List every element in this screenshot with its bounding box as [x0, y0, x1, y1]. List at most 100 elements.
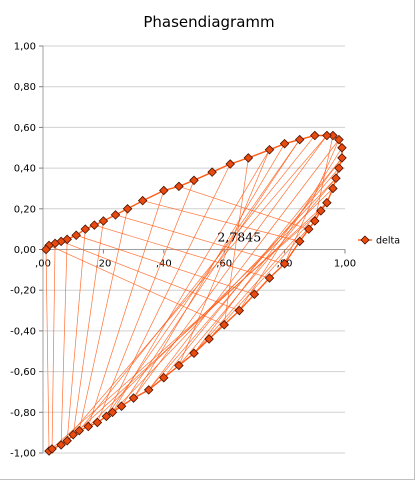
data-point: [116, 401, 127, 411]
data-point: [264, 273, 275, 283]
connector-line: [48, 245, 225, 326]
connector-line: [66, 229, 86, 441]
data-point: [303, 224, 314, 234]
data-point: [101, 411, 112, 422]
data-point: [128, 393, 139, 403]
connector-line: [78, 208, 128, 431]
connector-line: [51, 243, 56, 449]
connector-line: [314, 135, 334, 222]
data-point: [334, 134, 344, 145]
connector-line: [45, 249, 50, 451]
data-point: [62, 436, 72, 446]
data-point: [316, 206, 326, 216]
y-tick-label: 1,00: [14, 42, 36, 53]
y-tick-label: -0,20: [10, 286, 36, 297]
connector-line: [76, 234, 255, 295]
data-point: [122, 204, 133, 214]
connector-line: [178, 178, 337, 366]
connector-line: [193, 157, 343, 354]
data-point: [89, 220, 100, 230]
data-point: [294, 134, 305, 145]
y-tick-label: 0,40: [14, 164, 36, 175]
connector-line: [106, 139, 300, 417]
connector-line: [106, 163, 231, 417]
data-point: [310, 130, 320, 141]
center-annotation: 2,7845: [217, 229, 261, 244]
y-tick-label: -0,40: [10, 326, 36, 337]
data-point: [41, 244, 51, 255]
data-point: [98, 216, 109, 226]
y-tick-label: 0,60: [14, 123, 36, 134]
data-point: [225, 159, 236, 169]
legend-marker: [360, 235, 370, 245]
connector-line: [133, 135, 328, 399]
data-point: [68, 429, 78, 440]
data-point: [204, 334, 214, 344]
data-point: [334, 163, 344, 173]
connector-line: [115, 214, 285, 265]
data-point: [159, 372, 169, 383]
data-point: [279, 138, 290, 149]
chart-title: Phasendiagramm: [143, 13, 274, 31]
data-point: [107, 407, 118, 418]
data-point: [219, 320, 229, 330]
connector-line: [121, 139, 300, 407]
data-point: [279, 258, 290, 269]
connector-line: [148, 167, 340, 391]
data-point: [71, 230, 81, 241]
data-point: [189, 175, 199, 186]
data-point: [294, 236, 305, 247]
data-point: [249, 289, 260, 300]
y-tick-label: -0,60: [10, 367, 36, 378]
connector-line: [60, 239, 68, 445]
data-point: [137, 195, 148, 206]
connector-line: [142, 200, 300, 242]
data-point: [47, 444, 57, 454]
data-point: [337, 142, 347, 153]
connector-line: [60, 241, 240, 311]
data-point: [310, 216, 320, 226]
y-tick-label: -1,00: [10, 449, 36, 460]
y-tick-label: 0,80: [14, 82, 36, 93]
data-point: [322, 197, 332, 208]
data-point: [234, 305, 245, 316]
data-point: [80, 224, 91, 234]
data-point: [56, 440, 66, 450]
data-point: [207, 167, 217, 177]
data-point: [83, 421, 94, 432]
data-point: [264, 145, 275, 155]
y-tick-label: 0,00: [14, 245, 36, 256]
y-tick-label: -0,80: [10, 408, 36, 419]
data-point: [74, 425, 85, 436]
x-tick-label: 1,00: [334, 259, 356, 270]
data-point: [143, 385, 154, 395]
connector-line: [148, 139, 340, 391]
legend-label: delta: [376, 236, 400, 247]
connector-line: [94, 224, 270, 279]
connector-line: [133, 143, 285, 399]
connector-line: [60, 135, 328, 446]
data-point: [110, 210, 121, 220]
connector-line: [178, 186, 309, 230]
connector-line: [97, 180, 195, 423]
data-point: [328, 183, 338, 194]
x-tick-label: ,00: [35, 259, 51, 270]
connector-line: [112, 178, 337, 413]
data-point: [92, 417, 103, 428]
connector-line: [78, 135, 316, 431]
data-point: [243, 153, 254, 163]
y-tick-label: 0,20: [14, 204, 36, 215]
data-point: [331, 173, 341, 184]
connector-line: [88, 188, 334, 427]
data-point: [189, 348, 199, 359]
connector-line: [178, 149, 270, 366]
x-tick-label: ,20: [95, 259, 111, 270]
data-point: [322, 130, 332, 141]
connector-line: [284, 139, 340, 264]
connector-line: [223, 157, 249, 325]
data-point: [174, 360, 184, 371]
connector-line: [72, 220, 104, 435]
connector-line: [87, 190, 165, 427]
